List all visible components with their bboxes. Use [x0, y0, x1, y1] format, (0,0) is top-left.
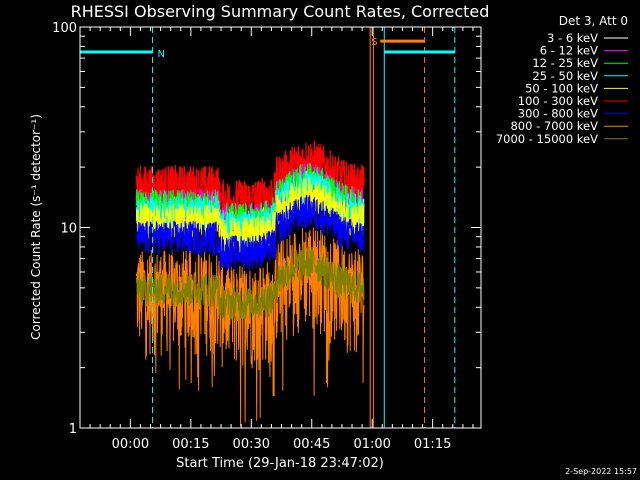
x-tick-label: 00:45 [293, 437, 330, 452]
legend-label-6: 300 - 800 keV [518, 107, 598, 121]
series-line-8 [135, 245, 365, 322]
legend-label-4: 50 - 100 keV [525, 81, 598, 95]
x-axis: 00:00 00:15 00:30 00:45 01:00 01:15 [89, 27, 474, 452]
y-tick-label: 100 [52, 21, 77, 36]
footer-date: 2-Sep-2022 15:57 [565, 467, 637, 476]
series-line-6 [135, 194, 365, 270]
legend-label-8: 7000 - 15000 keV [496, 132, 598, 146]
x-axis-label: Start Time (29-Jan-18 23:47:02) [176, 456, 384, 471]
x-tick-label: 01:00 [353, 437, 390, 452]
x-tick-label: 00:00 [112, 437, 149, 452]
marker-layer: NS [80, 27, 456, 428]
legend-label-2: 12 - 25 keV [532, 56, 598, 70]
annotation-label-0: N [158, 49, 165, 60]
legend-label-5: 100 - 300 keV [518, 94, 598, 108]
legend-label-3: 25 - 50 keV [532, 69, 598, 83]
y-tick-label: 1 [69, 422, 77, 437]
series-layer [135, 140, 365, 427]
legend-label-7: 800 - 7000 keV [510, 119, 598, 133]
y-axis-label: Corrected Count Rate (s⁻¹ detector⁻¹) [29, 114, 43, 340]
legend-title: Det 3, Att 0 [559, 14, 628, 28]
x-tick-label: 00:15 [172, 437, 209, 452]
legend-label-0: 3 - 6 keV [547, 31, 598, 45]
x-tick-label: 01:15 [414, 437, 451, 452]
series-line-4 [135, 177, 365, 253]
legend-label-1: 6 - 12 keV [540, 44, 598, 58]
chart-title: RHESSI Observing Summary Count Rates, Co… [71, 2, 490, 21]
x-tick-label: 00:30 [233, 437, 270, 452]
y-axis: 1 10 100 [52, 21, 481, 437]
annotation-label-2: S [371, 37, 377, 48]
y-tick-label: 10 [60, 222, 77, 237]
